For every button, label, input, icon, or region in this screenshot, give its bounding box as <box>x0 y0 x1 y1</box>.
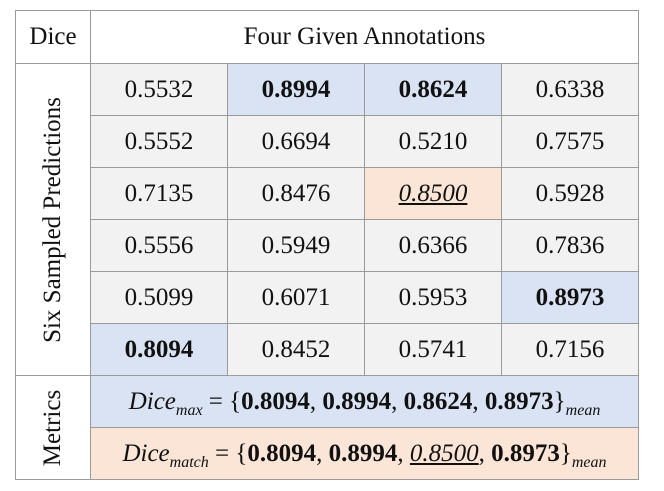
dice-cell: 0.7156 <box>501 323 639 376</box>
dice-table: Dice Four Given Annotations Six Sampled … <box>15 10 639 480</box>
metric-name: Dice <box>128 387 176 415</box>
dice-cell: 0.8476 <box>227 167 365 220</box>
column-header: Four Given Annotations <box>90 10 639 64</box>
dice-cell: 0.6338 <box>501 63 639 116</box>
table-row: 0.7135 0.8476 0.8500 0.5928 <box>16 167 639 220</box>
dice-cell: 0.6071 <box>227 271 365 324</box>
dice-cell: 0.7135 <box>90 167 228 220</box>
metric-formula-dice-match: Dicematch = {0.8094, 0.8994, 0.8500, 0.8… <box>90 427 639 480</box>
dice-cell: 0.5552 <box>90 115 228 168</box>
dice-cell: 0.7836 <box>501 219 639 272</box>
corner-label: Dice <box>15 10 91 64</box>
dice-cell: 0.7575 <box>501 115 639 168</box>
metrics-label-cell: Metrics <box>15 375 91 480</box>
metric-value: 0.8994 <box>322 387 392 415</box>
row-header-text: Six Sampled Predictions <box>39 96 66 343</box>
metric-value: 0.8094 <box>241 387 310 415</box>
dice-table-figure: Dice Four Given Annotations Six Sampled … <box>15 10 639 480</box>
dice-cell: 0.5556 <box>90 219 228 272</box>
dice-cell: 0.5741 <box>364 323 502 376</box>
dice-cell: 0.8452 <box>227 323 365 376</box>
metric-aggregation: mean <box>571 453 607 471</box>
metric-name: Dice <box>122 439 170 467</box>
metric-subscript: max <box>175 401 203 419</box>
metric-subscript: match <box>169 453 209 471</box>
dice-cell: 0.5928 <box>501 167 639 220</box>
metric-value: 0.8994 <box>328 439 398 467</box>
dice-cell: 0.5532 <box>90 63 228 116</box>
dice-cell: 0.5099 <box>90 271 228 324</box>
dice-cell: 0.5949 <box>227 219 365 272</box>
table-row: 0.8094 0.8452 0.5741 0.7156 <box>16 323 639 376</box>
dice-cell: 0.8624 <box>364 63 502 116</box>
dice-cell: 0.8994 <box>227 63 365 116</box>
dice-cell: 0.6694 <box>227 115 365 168</box>
metric-value: 0.8973 <box>491 439 560 467</box>
table-row: 0.5556 0.5949 0.6366 0.7836 <box>16 219 639 272</box>
table-row: 0.5099 0.6071 0.5953 0.8973 <box>16 271 639 324</box>
dice-cell: 0.8500 <box>364 167 502 220</box>
dice-cell: 0.5953 <box>364 271 502 324</box>
dice-cell: 0.8973 <box>501 271 639 324</box>
metrics-row: Metrics Dicemax = {0.8094, 0.8994, 0.8624… <box>15 375 639 480</box>
dice-cell: 0.6366 <box>364 219 502 272</box>
table-row: Six Sampled Predictions 0.5532 0.8994 0.862… <box>15 63 639 376</box>
dice-cell: 0.8094 <box>90 323 228 376</box>
table-row: 0.5552 0.6694 0.5210 0.7575 <box>16 115 639 168</box>
metric-value: 0.8500 <box>409 439 479 467</box>
metrics-label: Metrics <box>39 389 66 466</box>
metric-value: 0.8094 <box>247 439 317 467</box>
header-row: Dice Four Given Annotations <box>15 10 639 64</box>
dice-cell: 0.5210 <box>364 115 502 168</box>
metrics-row: Dicematch = {0.8094, 0.8994, 0.8500, 0.8… <box>16 427 639 480</box>
metric-aggregation: mean <box>565 401 601 419</box>
metric-value: 0.8624 <box>403 387 473 415</box>
metric-value: 0.8973 <box>484 387 554 415</box>
row-header: Six Sampled Predictions <box>15 63 91 376</box>
metric-formula-dice-max: Dicemax = {0.8094, 0.8994, 0.8624, 0.897… <box>90 375 639 428</box>
